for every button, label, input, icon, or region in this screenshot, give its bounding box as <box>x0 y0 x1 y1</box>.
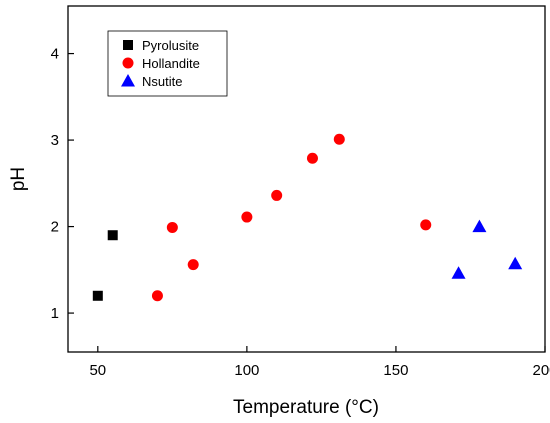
hollandite-point <box>241 211 253 223</box>
hollandite-point <box>420 219 432 231</box>
x-axis: 50 100 150 200 <box>89 346 550 379</box>
nsutite-point <box>451 266 466 279</box>
nsutite-point <box>508 256 523 270</box>
legend-item: Pyrolusite <box>123 38 199 53</box>
data-points <box>92 133 523 302</box>
hollandite-point <box>166 221 178 233</box>
y-axis: 1 2 3 4 <box>51 46 74 322</box>
legend-item: Nsutite <box>121 74 182 89</box>
series-pyrolusite <box>92 230 118 301</box>
pyrolusite-point <box>107 230 118 241</box>
x-tick-label: 200 <box>532 362 550 379</box>
series-nsutite <box>451 219 523 279</box>
y-tick-label: 4 <box>51 46 59 63</box>
legend-label: Pyrolusite <box>142 38 199 53</box>
y-axis-title: pH <box>8 167 29 191</box>
legend: Pyrolusite Hollandite Nsutite <box>107 30 228 97</box>
hollandite-point <box>187 259 199 271</box>
nsutite-point <box>472 219 487 233</box>
legend-marker-pyrolusite <box>123 40 133 50</box>
x-tick-label: 150 <box>383 362 408 379</box>
hollandite-point <box>151 290 163 302</box>
hollandite-point <box>333 133 345 145</box>
hollandite-point <box>271 189 283 201</box>
legend-label: Hollandite <box>142 56 200 71</box>
y-tick-label: 3 <box>51 132 59 149</box>
series-hollandite <box>151 133 432 302</box>
plot-frame <box>67 5 546 353</box>
hollandite-point <box>306 152 318 164</box>
x-tick-label: 50 <box>89 362 106 379</box>
x-tick-label: 100 <box>234 362 259 379</box>
x-axis-title: Temperature (°C) <box>233 397 379 418</box>
legend-label: Nsutite <box>142 74 182 89</box>
pyrolusite-point <box>92 290 103 301</box>
legend-marker-nsutite <box>121 74 135 87</box>
legend-marker-hollandite <box>122 57 134 69</box>
legend-item: Hollandite <box>122 56 200 71</box>
y-tick-label: 1 <box>51 305 59 322</box>
y-tick-label: 2 <box>51 219 59 236</box>
